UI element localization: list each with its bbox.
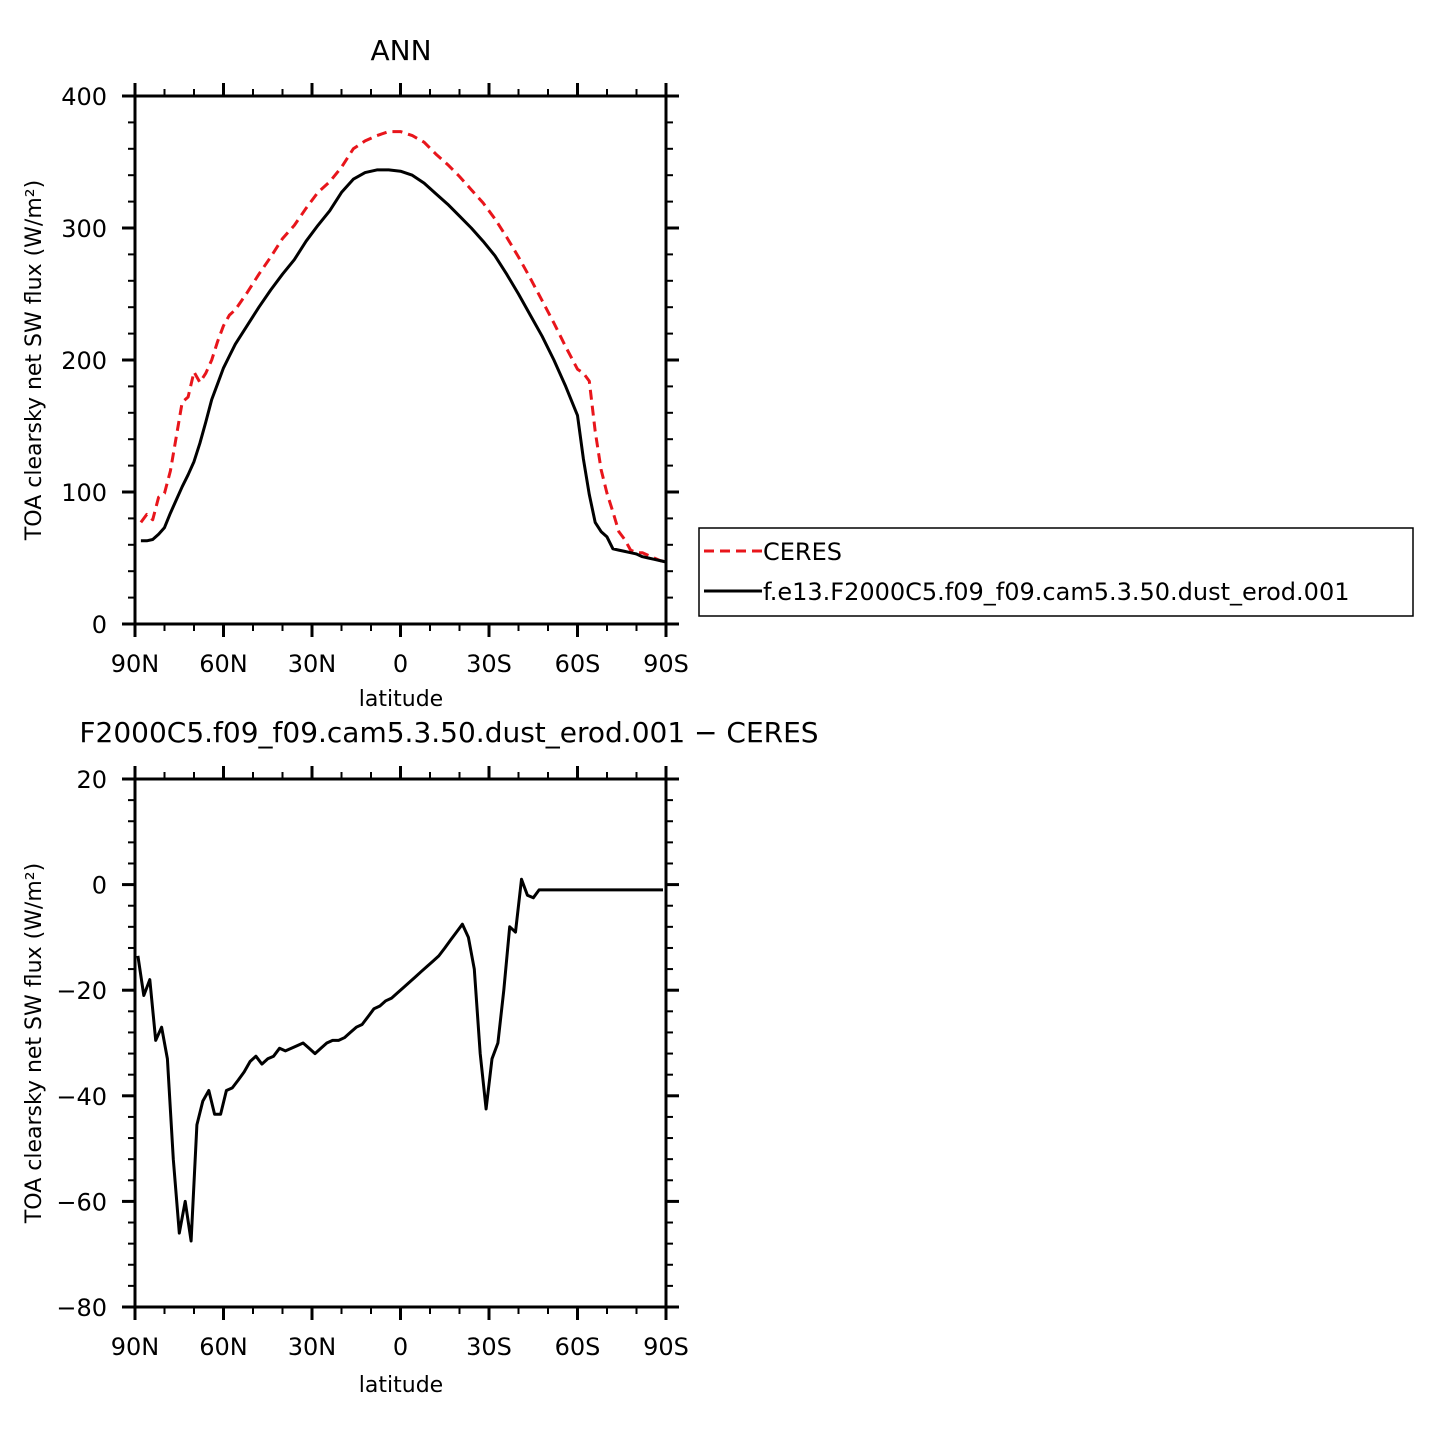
top-x-tick-label: 60N [199,650,248,678]
bottom-x-tick-labels: 90N 60N 30N 0 30S 60S 90S [111,1333,689,1361]
top-y-tick-label: 0 [92,611,107,639]
bottom-x-tick-label: 60N [199,1333,248,1361]
bottom-x-tick-label: 90N [111,1333,160,1361]
bottom-x-tick-label: 30N [288,1333,337,1361]
top-series-lines [139,130,667,564]
bottom-x-tick-label: 90S [643,1333,689,1361]
bottom-y-tick-label: −20 [56,977,107,1005]
bottom-series-lines [136,877,663,1243]
legend: CERES f.e13.F2000C5.f09_f09.cam5.3.50.du… [698,527,1414,617]
top-chart-title: ANN [370,34,431,67]
legend-label-model: f.e13.F2000C5.f09_f09.cam5.3.50.dust_ero… [763,578,1349,606]
legend-label-ceres: CERES [763,538,842,566]
bottom-panel: F2000C5.f09_f09.cam5.3.50.dust_erod.001 … [22,716,819,1398]
top-y-tick-label: 200 [61,347,107,375]
top-x-tick-label: 90S [643,650,689,678]
top-y-tick-label: 300 [61,215,107,243]
top-x-tick-labels: 90N 60N 30N 0 30S 60S 90S [111,650,689,678]
top-y-axis-label: TOA clearsky net SW flux (W/m²) [22,180,47,541]
top-x-tick-label: 0 [393,650,408,678]
top-plot-frame [133,94,668,626]
bottom-plot-frame [133,777,668,1309]
bottom-y-tick-label: 20 [76,766,107,794]
bottom-y-axis-label: TOA clearsky net SW flux (W/m²) [22,863,47,1224]
bottom-y-tick-label: −60 [56,1188,107,1216]
top-y-tick-label: 400 [61,83,107,111]
top-y-tick-label: 100 [61,479,107,507]
top-series-line-0 [139,130,667,564]
top-y-tick-labels: 0 100 200 300 400 [61,83,107,639]
bottom-chart-title: F2000C5.f09_f09.cam5.3.50.dust_erod.001 … [79,716,818,749]
top-x-tick-label: 30N [288,650,337,678]
bottom-x-tick-label: 30S [466,1333,512,1361]
top-x-tick-label: 90N [111,650,160,678]
bottom-ticks [122,766,679,1320]
top-ticks [122,83,679,637]
top-x-tick-label: 30S [466,650,512,678]
bottom-y-tick-label: −40 [56,1083,107,1111]
bottom-series-line-0 [136,877,663,1243]
bottom-y-tick-labels: −80 −60 −40 −20 0 20 [56,766,107,1322]
bottom-y-tick-label: −80 [56,1294,107,1322]
legend-box [698,527,1414,617]
top-series-line-1 [140,168,667,564]
bottom-y-tick-label: 0 [92,872,107,900]
bottom-x-tick-label: 60S [555,1333,601,1361]
top-x-tick-label: 60S [555,650,601,678]
bottom-x-axis-label: latitude [359,1373,443,1398]
top-panel: ANN 90N 60N 30N 0 30S 60S 90S 0 100 200 300 400 la… [22,34,689,712]
top-x-axis-label: latitude [359,687,443,712]
bottom-x-tick-label: 0 [393,1333,408,1361]
